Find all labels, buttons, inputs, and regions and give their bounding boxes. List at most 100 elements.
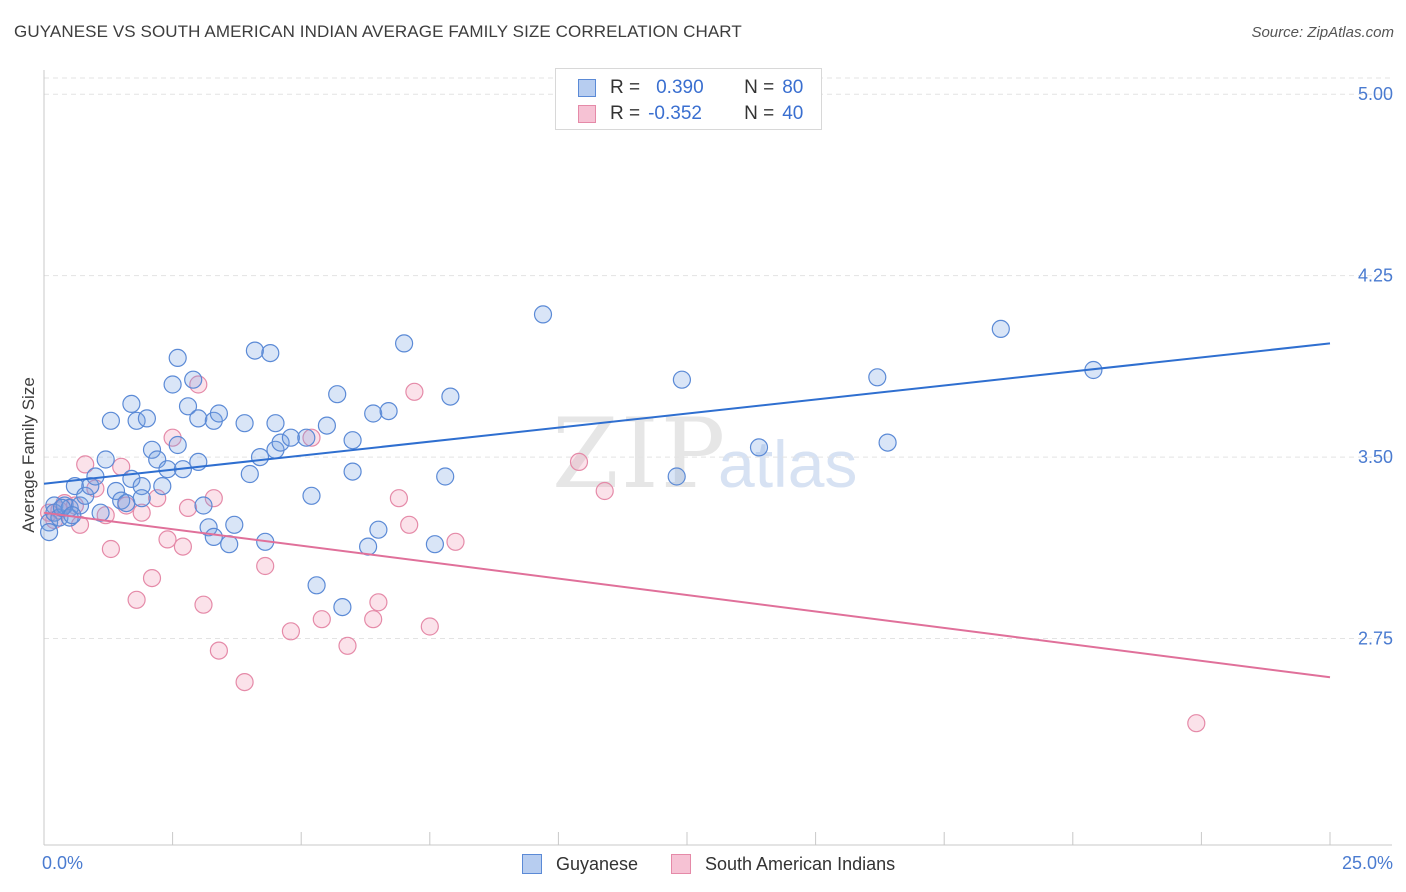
south-american-indians-point [204,489,223,508]
guyanese-point [194,496,213,515]
south-american-indians-points [39,375,1206,733]
south-american-indians-point [76,455,95,474]
y-tick-label: 5.00 [1358,84,1393,104]
south-american-indians-point [364,610,383,629]
guyanese-point [225,515,244,534]
legend-swatch-guyanese [578,79,596,97]
south-american-indians-point [178,498,198,517]
guyanese-point [266,414,285,433]
guyanese-point [101,411,121,430]
guyanese-point [91,503,110,522]
axes [43,70,1392,846]
guyanese-point [96,450,115,469]
guyanese-point [991,319,1010,338]
south-american-indians-point [405,382,424,401]
guyanese-point [364,404,383,423]
guyanese-point [271,433,290,452]
south-american-indians-point [127,590,146,609]
south-american-indians-point [338,636,357,655]
guyanese-point [81,477,100,496]
guyanese-point [333,597,352,617]
trend-lines [43,342,1331,679]
guyanese-point [749,438,769,457]
tick-labels: 2.75 3.50 4.25 5.00 0.0% 25.0% Average Family … [19,84,1393,873]
south-american-indians-point [369,593,388,612]
guyanese-point [189,409,208,428]
guyanese-point [122,394,141,413]
legend-row-guyanese: R = 0.390 N = 80 [578,77,803,99]
south-american-indians-point [148,489,167,508]
x-tick-label: 25.0% [1342,853,1393,873]
guyanese-point [220,535,239,554]
guyanese-point [240,464,259,484]
series-legend-south-american-indians: South American Indians [671,852,895,876]
south-american-indians-point [389,489,408,508]
legend-r-label: R = [610,103,641,124]
guyanese-point [328,385,347,404]
guyanese-point [168,435,187,455]
south-american-indians-point [142,568,162,588]
guyanese-point [441,387,460,406]
guyanese-point [235,414,254,433]
guyanese-point [533,305,553,324]
legend-n-value: 80 [782,77,804,98]
guyanese-point [178,397,198,416]
guyanese-point [667,467,686,486]
source-credit: Source: ZipAtlas.com [1251,24,1394,41]
guyanese-point [878,433,897,452]
south-american-indians-point [173,537,192,556]
y-tick-label: 3.50 [1358,447,1393,467]
legend-n-label: N = [744,103,775,124]
south-american-indians-point [1187,714,1206,733]
south-american-indians-point [302,428,321,447]
south-american-indians-point [400,515,419,534]
guyanese-point [52,498,72,517]
guyanese-point [343,462,362,481]
south-american-indians-point [281,622,300,641]
guyanese-point [70,496,90,515]
guyanese-point [153,477,172,496]
guyanese-point [395,334,414,353]
legend-n-value: 40 [782,103,804,124]
chart-title: GUYANESE VS SOUTH AMERICAN INDIAN AVERAG… [14,22,742,41]
series-swatch-south-american-indians [671,854,691,874]
guyanese-point [112,491,131,510]
legend-r-value: 0.390 [656,77,704,98]
guyanese-point [672,370,692,389]
south-american-indians-point [312,610,331,629]
legend-swatch-south-american-indians [578,105,596,123]
guyanese-point [76,486,95,505]
series-legend-guyanese: Guyanese [522,852,638,876]
guyanese-point [142,440,162,459]
south-american-indians-point [158,530,177,549]
y-tick-label: 2.75 [1358,629,1393,649]
series-swatch-guyanese [522,854,542,874]
south-american-indians-point [194,595,213,614]
guyanese-point [343,431,362,450]
guyanese-point [184,370,203,389]
guyanese-point [199,518,218,537]
guyanese-point [261,344,280,363]
south-american-indians-point [209,641,228,660]
south-american-indians-trend-line [43,511,1331,679]
correlation-legend: R = 0.390 N = 80 R = -0.352 N = 40 [555,68,822,130]
legend-n-label: N = [744,77,775,98]
legend-row-south-american-indians: R = -0.352 N = 40 [578,103,803,125]
south-american-indians-point [420,617,439,636]
x-tick-label: 0.0% [42,853,83,873]
south-american-indians-point [256,556,275,576]
guyanese-point [868,368,887,387]
guyanese-point [168,348,187,367]
south-american-indians-point [595,481,614,501]
guyanese-point [137,409,156,428]
series-label-guyanese: Guyanese [556,853,639,874]
guyanese-point [209,404,228,423]
guyanese-trend-line [43,342,1331,485]
legend-r-label: R = [610,77,641,98]
guyanese-point [369,520,388,539]
guyanese-point [132,489,151,508]
guyanese-point [297,428,316,447]
y-tick-label: 4.25 [1358,266,1393,286]
south-american-indians-point [70,515,90,534]
